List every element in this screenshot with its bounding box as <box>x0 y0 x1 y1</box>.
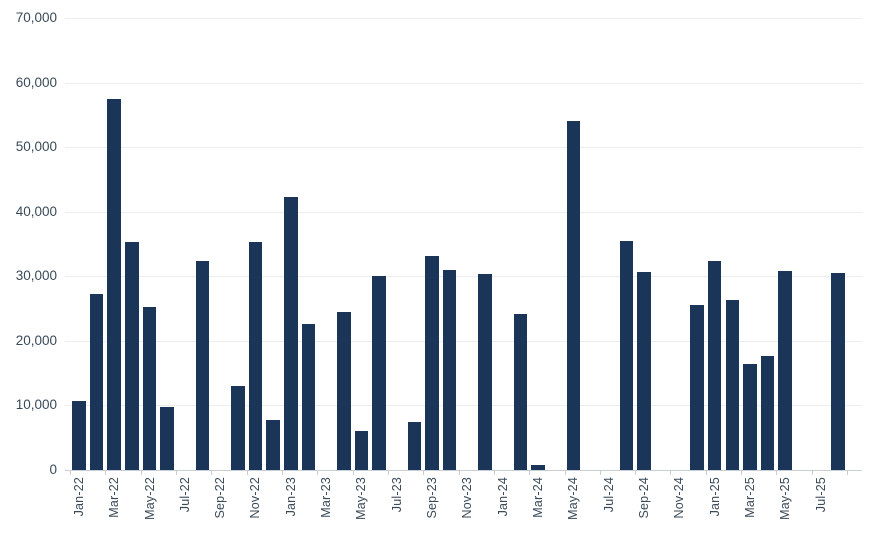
bar-Feb-25 <box>725 299 739 470</box>
bar-Feb-24 <box>513 314 528 470</box>
gridline <box>65 405 862 407</box>
bar-Oct-22 <box>231 386 245 470</box>
x-tick-label: May-25 <box>778 477 793 520</box>
x-axis-tick <box>70 471 71 475</box>
bar-May-23 <box>354 431 369 470</box>
gridline <box>65 211 862 213</box>
x-axis-tick <box>387 471 389 475</box>
bar-Apr-25 <box>760 356 775 470</box>
x-axis-tick <box>352 471 354 475</box>
x-axis-tick <box>847 471 848 475</box>
bar-Apr-22 <box>125 242 139 470</box>
y-tick-label: 20,000 <box>15 332 57 348</box>
x-tick-label: Nov-23 <box>460 477 475 519</box>
gridline <box>65 18 862 19</box>
bar-Dec-22 <box>266 419 280 470</box>
x-axis-tick <box>635 471 637 475</box>
x-tick-label: May-22 <box>142 477 157 520</box>
gridline <box>65 82 862 84</box>
plot-area <box>65 18 862 470</box>
bar-May-25 <box>778 271 792 470</box>
x-axis-tick <box>705 471 707 475</box>
bar-Jun-23 <box>372 275 386 470</box>
bar-Jan-22 <box>72 400 86 470</box>
x-tick-label: Jul-25 <box>813 477 828 513</box>
x-tick-label: Jan-25 <box>707 477 722 517</box>
y-tick-label: 30,000 <box>15 268 57 284</box>
x-axis-tick <box>105 471 107 475</box>
y-tick-label: 50,000 <box>15 139 57 155</box>
gridline <box>65 340 862 342</box>
y-tick-label: 70,000 <box>15 10 57 25</box>
bar-Jan-23 <box>284 196 298 470</box>
x-axis-tick <box>529 471 531 475</box>
bar-Dec-24 <box>690 305 704 470</box>
y-tick-label: 40,000 <box>15 203 57 219</box>
bar-Sep-24 <box>637 271 651 470</box>
x-tick-label: May-24 <box>566 477 581 520</box>
bar-Apr-23 <box>337 312 351 470</box>
bar-Feb-23 <box>301 324 316 470</box>
bar-Jun-22 <box>160 406 174 470</box>
x-tick-label: Sep-23 <box>425 477 439 519</box>
bar-Sep-23 <box>425 255 439 470</box>
x-tick-label: May-23 <box>354 477 369 520</box>
x-axis-tick <box>670 471 672 475</box>
x-axis-tick <box>317 471 319 475</box>
x-tick-label: Nov-22 <box>248 477 263 519</box>
x-axis-tick <box>458 471 460 475</box>
bar-Dec-23 <box>478 274 492 470</box>
bar-Aug-24 <box>619 240 633 470</box>
x-axis-tick <box>246 471 248 475</box>
x-tick-label: Mar-24 <box>531 477 545 518</box>
x-tick-label: Mar-22 <box>107 477 122 518</box>
bar-Nov-22 <box>248 242 263 470</box>
bar-Mar-24 <box>531 464 545 470</box>
x-tick-label: Nov-24 <box>672 477 687 519</box>
x-tick-label: Jan-23 <box>283 477 298 517</box>
bar-Mar-25 <box>743 364 757 470</box>
x-axis-tick <box>811 471 813 475</box>
x-axis-tick <box>599 471 601 475</box>
y-tick-label: 60,000 <box>15 74 57 90</box>
bar-Oct-23 <box>442 269 457 470</box>
y-tick-label: 0 <box>49 462 57 477</box>
x-axis-line <box>65 470 862 471</box>
bar-May-24 <box>566 121 580 470</box>
x-tick-label: Jul-22 <box>177 477 192 513</box>
x-axis-tick <box>741 471 742 475</box>
gridline <box>65 276 862 278</box>
x-tick-label: Jan-22 <box>71 477 86 517</box>
x-tick-label: Sep-22 <box>213 477 228 519</box>
x-tick-label: Jul-23 <box>389 477 404 513</box>
x-tick-label: Jul-24 <box>601 477 616 513</box>
bar-May-22 <box>142 307 157 470</box>
x-tick-label: Mar-25 <box>742 477 757 518</box>
bar-Aug-22 <box>195 261 210 470</box>
bar-Aug-25 <box>831 273 845 470</box>
x-axis-tick <box>140 471 142 475</box>
x-axis-tick <box>493 471 495 475</box>
bar-Feb-22 <box>89 293 104 470</box>
x-axis-tick <box>776 471 778 475</box>
bar-Mar-22 <box>107 98 121 470</box>
y-tick-label: 10,000 <box>15 397 57 413</box>
gridline <box>65 147 862 149</box>
x-axis-tick <box>176 471 177 475</box>
x-tick-label: Jan-24 <box>495 477 510 517</box>
x-axis-tick <box>281 471 283 475</box>
x-axis-tick <box>423 471 425 475</box>
x-tick-label: Sep-24 <box>636 477 651 519</box>
x-axis-tick <box>564 471 566 475</box>
x-tick-label: Mar-23 <box>319 477 334 518</box>
bar-Aug-23 <box>407 422 422 470</box>
x-axis-tick <box>211 471 213 475</box>
bar-Jan-25 <box>707 260 722 470</box>
